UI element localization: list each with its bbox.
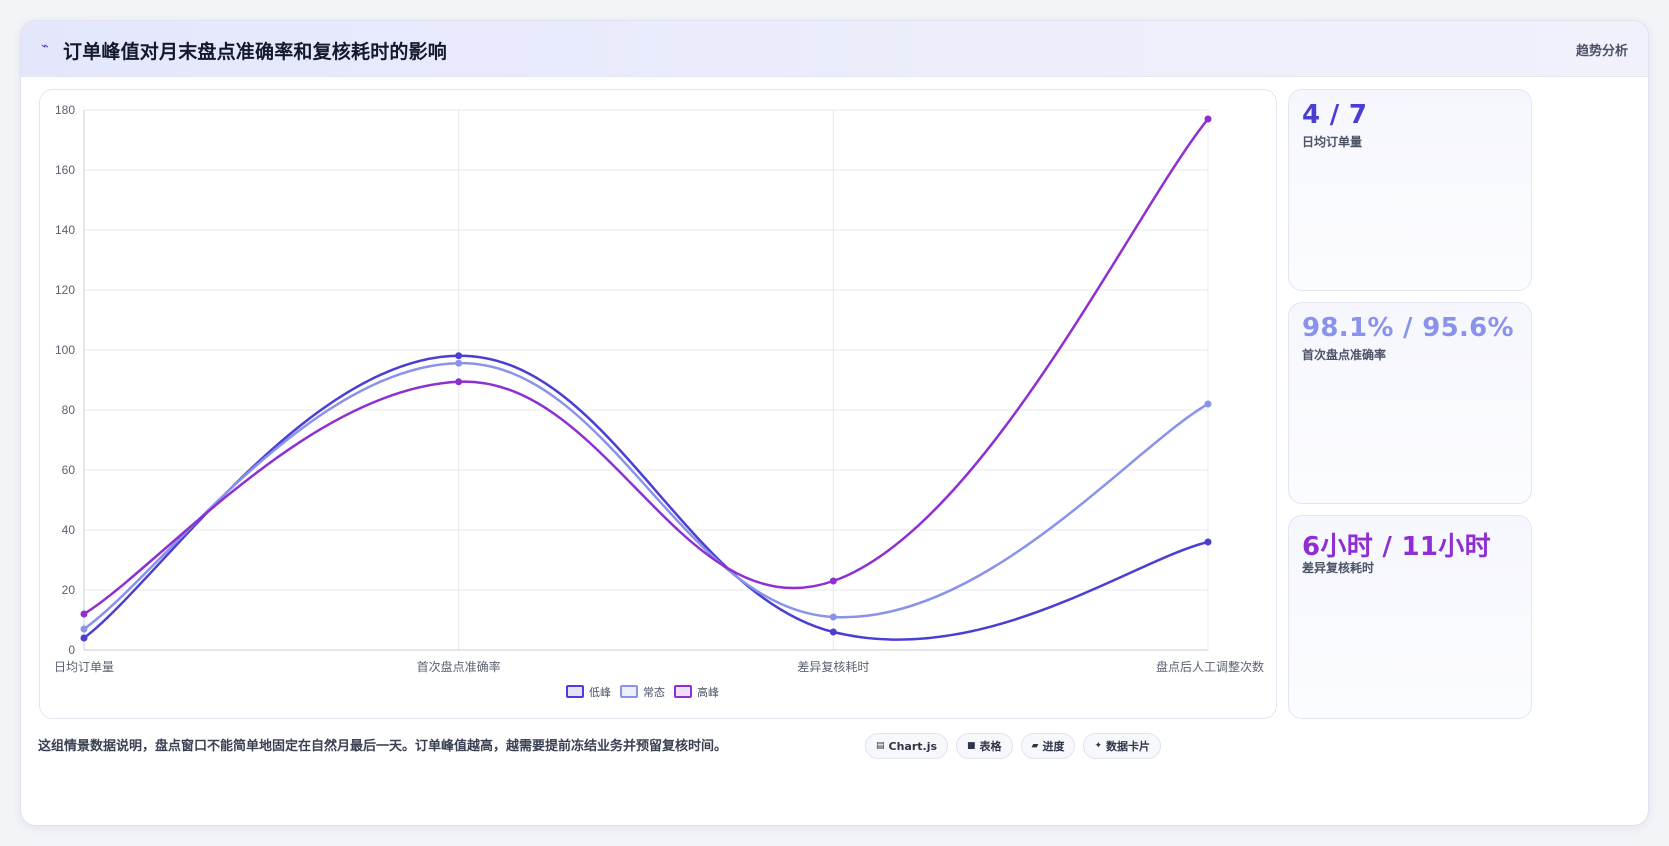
trend-icon: ⌁ xyxy=(41,39,49,54)
legend-swatch xyxy=(566,685,584,698)
stat-label: 差异复核耗时 xyxy=(1302,561,1375,575)
tag-label: 表格 xyxy=(979,740,1002,753)
data-point xyxy=(80,625,88,633)
data-point xyxy=(455,359,463,367)
table-icon: ■ xyxy=(967,741,976,751)
legend-label: 低峰 xyxy=(589,686,611,699)
data-point xyxy=(1204,115,1212,123)
y-tick-label: 80 xyxy=(62,403,76,417)
data-point xyxy=(455,378,463,386)
progress-icon: ▰ xyxy=(1031,741,1039,751)
stat-value: 98.1% / 95.6% xyxy=(1302,313,1514,343)
legend-label: 高峰 xyxy=(697,685,719,699)
x-tick-label: 首次盘点准确率 xyxy=(417,659,501,674)
tag-label: Chart.js xyxy=(888,739,938,753)
stat-label: 首次盘点准确率 xyxy=(1302,348,1387,362)
legend-label: 常态 xyxy=(643,686,665,699)
y-tick-label: 120 xyxy=(55,283,75,297)
tag-label: 数据卡片 xyxy=(1106,740,1151,753)
stat-label: 日均订单量 xyxy=(1302,135,1363,149)
data-point xyxy=(1204,400,1212,408)
x-tick-label: 差异复核耗时 xyxy=(797,660,869,674)
tag-table[interactable]: ■ 表格 xyxy=(956,733,1013,759)
tag-progress[interactable]: ▰ 进度 xyxy=(1020,733,1076,759)
tag-chartjs[interactable]: ▤ Chart.js xyxy=(865,733,949,759)
data-point xyxy=(1204,538,1212,546)
y-tick-label: 100 xyxy=(55,343,75,357)
y-tick-label: 40 xyxy=(62,523,76,537)
series-line-1 xyxy=(83,361,1209,631)
data-point xyxy=(829,613,837,621)
stat-card-accuracy: 98.1% / 95.6% 首次盘点准确率 xyxy=(1288,302,1532,504)
stat-value: 4 / 7 xyxy=(1302,100,1368,130)
tag-label: 进度 xyxy=(1042,740,1065,753)
stat-card-order-volume: 4 / 7 日均订单量 xyxy=(1288,89,1532,291)
y-tick-label: 180 xyxy=(55,103,75,117)
x-tick-label: 日均订单量 xyxy=(54,660,114,674)
line-chart: 0 20 40 60 80 100 120 140 160 180 日均订单量 首次盘点准确率 差异复核… xyxy=(54,103,1264,699)
data-point xyxy=(829,577,837,585)
stat-card-review-time: 6小时 / 11小时 差异复核耗时 xyxy=(1288,515,1532,719)
y-tick-label: 140 xyxy=(55,223,75,237)
y-tick-label: 60 xyxy=(62,463,76,477)
tag-data-card[interactable]: ✦ 数据卡片 xyxy=(1083,733,1162,759)
card-icon: ✦ xyxy=(1094,741,1103,751)
series-line-2 xyxy=(83,118,1209,616)
header-tag: 趋势分析 xyxy=(1575,44,1628,59)
data-point xyxy=(80,634,88,642)
page-title: 订单峰值对月末盘点准确率和复核耗时的影响 xyxy=(63,41,448,63)
y-tick-label: 20 xyxy=(62,583,76,597)
legend-swatch xyxy=(620,685,638,698)
data-point xyxy=(80,610,88,618)
y-tick-label: 160 xyxy=(55,163,75,177)
data-point xyxy=(829,628,837,636)
y-tick-label: 0 xyxy=(68,643,75,657)
x-tick-label: 盘点后人工调整次数 xyxy=(1156,659,1264,674)
legend-swatch xyxy=(674,685,692,698)
chart-card: 0 20 40 60 80 100 120 140 160 180 日均订单量 首次盘点准确率 差异复核… xyxy=(39,89,1277,719)
stat-value: 6小时 / 11小时 xyxy=(1302,532,1491,562)
data-point xyxy=(455,352,463,360)
chart-panel: ⌁ 订单峰值对月末盘点准确率和复核耗时的影响 趋势分析 0 20 40 60 80 100… xyxy=(20,20,1649,826)
chart-icon: ▤ xyxy=(876,741,885,751)
panel-header: ⌁ 订单峰值对月末盘点准确率和复核耗时的影响 趋势分析 xyxy=(21,21,1648,77)
footer-note: 这组情景数据说明，盘点窗口不能简单地固定在自然月最后一天。订单峰值越高，越需要提… xyxy=(38,739,728,754)
footer-tags: ▤ Chart.js ■ 表格 ▰ 进度 ✦ 数据卡片 xyxy=(865,733,1162,759)
